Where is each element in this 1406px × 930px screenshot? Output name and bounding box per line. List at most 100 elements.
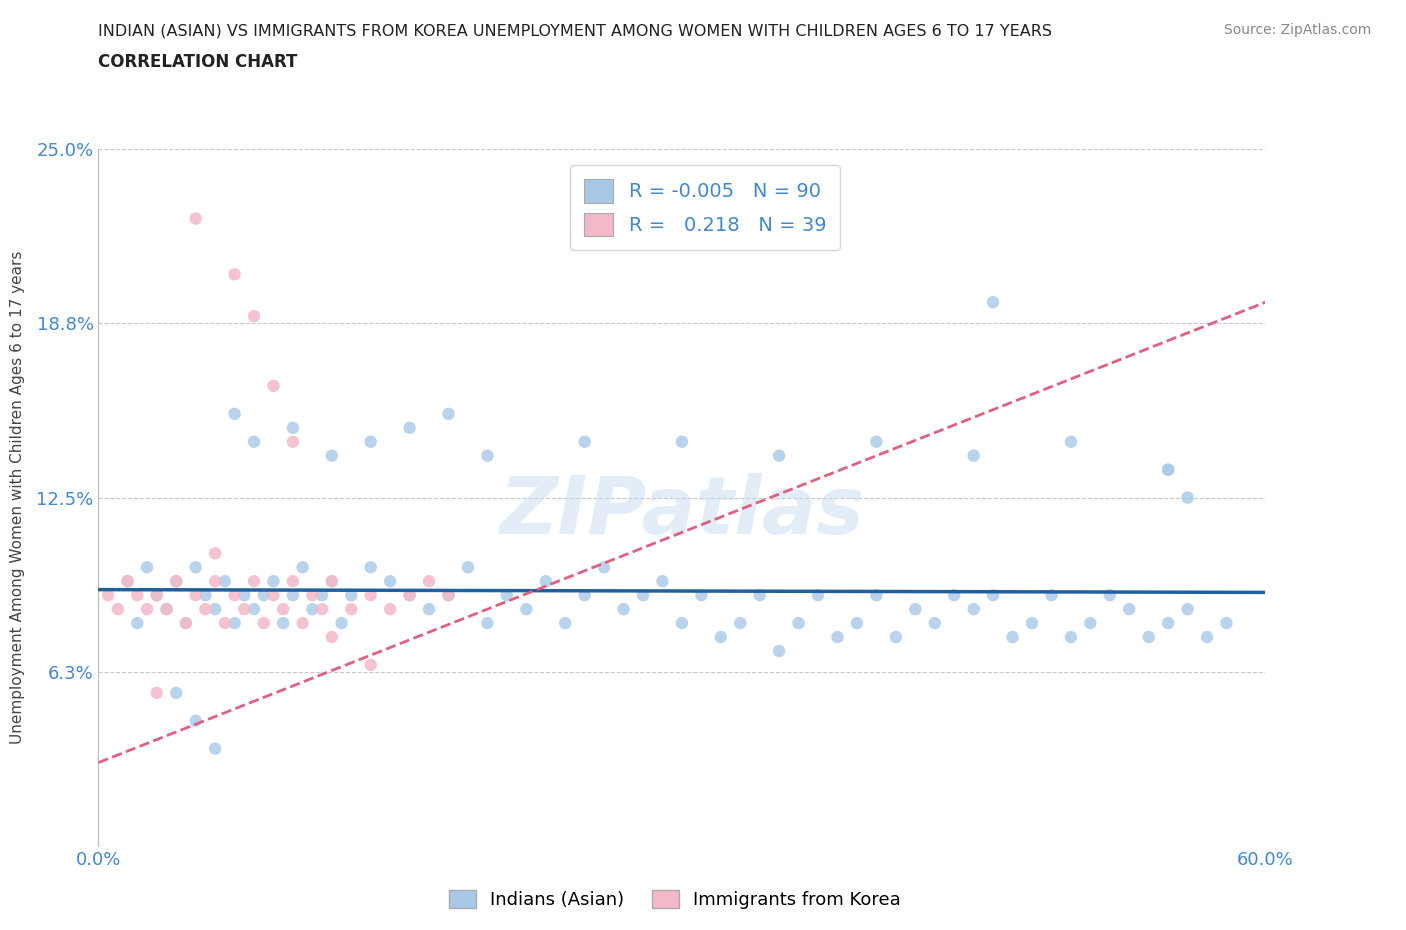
Point: [174, 616, 197, 631]
Point: [301, 588, 323, 603]
Point: [360, 658, 382, 672]
Point: [243, 434, 266, 449]
Point: [262, 379, 284, 393]
Point: [1177, 602, 1199, 617]
Point: [107, 602, 129, 617]
Point: [865, 588, 887, 603]
Point: [1157, 462, 1180, 477]
Y-axis label: Unemployment Among Women with Children Ages 6 to 17 years: Unemployment Among Women with Children A…: [10, 251, 25, 744]
Point: [962, 602, 984, 617]
Point: [184, 560, 207, 575]
Point: [127, 616, 149, 631]
Point: [146, 685, 169, 700]
Point: [165, 574, 187, 589]
Point: [165, 574, 187, 589]
Point: [1060, 630, 1083, 644]
Point: [155, 602, 177, 617]
Point: [612, 602, 634, 617]
Point: [243, 309, 266, 324]
Point: [398, 420, 420, 435]
Point: [398, 588, 420, 603]
Point: [1060, 434, 1083, 449]
Point: [146, 588, 169, 603]
Point: [204, 602, 226, 617]
Point: [311, 602, 333, 617]
Point: [360, 560, 382, 575]
Point: [671, 434, 693, 449]
Point: [224, 588, 246, 603]
Point: [1001, 630, 1024, 644]
Point: [728, 616, 751, 631]
Point: [97, 588, 120, 603]
Point: [477, 616, 499, 631]
Point: [477, 448, 499, 463]
Point: [845, 616, 868, 631]
Point: [136, 560, 159, 575]
Point: [204, 574, 226, 589]
Point: [1137, 630, 1160, 644]
Point: [127, 588, 149, 603]
Point: [281, 574, 304, 589]
Point: [787, 616, 810, 631]
Point: [904, 602, 927, 617]
Point: [253, 588, 276, 603]
Point: [593, 560, 616, 575]
Point: [262, 588, 284, 603]
Point: [574, 588, 596, 603]
Point: [281, 588, 304, 603]
Point: [515, 602, 537, 617]
Point: [184, 588, 207, 603]
Point: [378, 574, 402, 589]
Point: [534, 574, 557, 589]
Point: [690, 588, 713, 603]
Point: [962, 448, 984, 463]
Point: [136, 602, 159, 617]
Point: [146, 588, 169, 603]
Point: [243, 574, 266, 589]
Point: [311, 588, 333, 603]
Text: CORRELATION CHART: CORRELATION CHART: [98, 53, 298, 71]
Point: [291, 560, 314, 575]
Point: [1215, 616, 1237, 631]
Point: [1021, 616, 1043, 631]
Point: [184, 211, 207, 226]
Text: ZIPatlas: ZIPatlas: [499, 472, 865, 551]
Point: [554, 616, 576, 631]
Point: [301, 602, 323, 617]
Point: [233, 588, 256, 603]
Legend: R = -0.005   N = 90, R =   0.218   N = 39: R = -0.005 N = 90, R = 0.218 N = 39: [571, 166, 839, 250]
Point: [204, 546, 226, 561]
Point: [214, 574, 236, 589]
Point: [748, 588, 770, 603]
Point: [981, 295, 1004, 310]
Point: [194, 588, 217, 603]
Point: [1195, 630, 1218, 644]
Point: [924, 616, 946, 631]
Point: [117, 574, 139, 589]
Point: [360, 588, 382, 603]
Point: [165, 685, 187, 700]
Point: [253, 616, 276, 631]
Point: [321, 574, 343, 589]
Point: [321, 630, 343, 644]
Point: [321, 448, 343, 463]
Point: [865, 434, 887, 449]
Point: [1080, 616, 1102, 631]
Point: [437, 588, 460, 603]
Point: [1177, 490, 1199, 505]
Point: [418, 602, 440, 617]
Point: [943, 588, 966, 603]
Point: [214, 616, 236, 631]
Point: [495, 588, 517, 603]
Point: [194, 602, 217, 617]
Point: [768, 448, 790, 463]
Point: [398, 588, 420, 603]
Point: [271, 616, 294, 631]
Point: [117, 574, 139, 589]
Point: [574, 434, 596, 449]
Point: [807, 588, 830, 603]
Point: [184, 713, 207, 728]
Point: [710, 630, 733, 644]
Point: [271, 602, 294, 617]
Point: [981, 588, 1004, 603]
